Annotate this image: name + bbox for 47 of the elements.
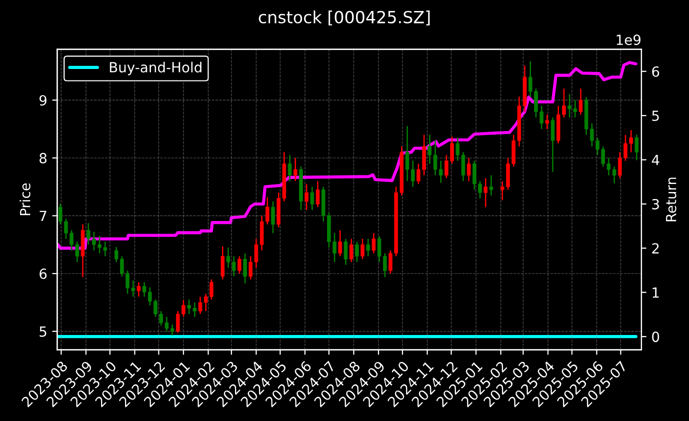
- candlestick: [484, 178, 488, 208]
- candlestick: [238, 256, 242, 274]
- candlestick: [489, 174, 494, 196]
- y2-tick-label: 5: [652, 110, 659, 122]
- y-tick-label: 5: [40, 326, 46, 337]
- legend-label: Buy-and-Hold: [110, 62, 202, 76]
- candlestick: [344, 238, 348, 266]
- y-tick-label: 7: [40, 210, 46, 222]
- y2-tick-label: 2: [652, 243, 659, 254]
- y-axis-title: Price: [20, 183, 30, 216]
- y-tick-label: 6: [40, 268, 47, 280]
- candlestick: [170, 324, 174, 336]
- candlestick: [293, 157, 298, 182]
- candlestick: [288, 154, 292, 182]
- candlestick: [232, 256, 236, 278]
- candlestick: [220, 246, 225, 280]
- candlestick: [612, 166, 616, 184]
- candlestick: [136, 282, 141, 298]
- y-tick-label: 9: [40, 95, 46, 106]
- candlestick: [372, 232, 376, 254]
- candlestick: [243, 252, 247, 284]
- candlestick: [310, 186, 314, 211]
- candlestick: [550, 116, 555, 172]
- candlestick: [349, 238, 354, 263]
- candlestick: [304, 183, 308, 211]
- candlestick: [545, 114, 550, 130]
- candlestick: [271, 200, 275, 234]
- chart-title: cnstock [000425.SZ]: [258, 10, 430, 26]
- line-series: [57, 60, 638, 250]
- candlestick: [578, 88, 583, 116]
- candlestick: [355, 241, 359, 263]
- y2-tick-label: 1: [652, 288, 659, 298]
- candlestick: [466, 157, 471, 182]
- y2-tick-label: 0: [652, 332, 660, 342]
- candlestick: [338, 230, 342, 257]
- candlestick: [316, 180, 320, 208]
- y-tick-label: 8: [40, 152, 47, 164]
- candlestick: [366, 238, 370, 257]
- candlestick: [226, 246, 230, 268]
- y2-tick-label: 6: [652, 66, 660, 77]
- candlestick: [360, 238, 364, 260]
- y2-axis-title: Return: [666, 178, 676, 222]
- y2-tick-label: 3: [652, 198, 659, 210]
- candlestick: [438, 160, 443, 184]
- text: 1e9: [616, 34, 640, 46]
- y2-tick-label: 4: [652, 154, 660, 166]
- candlestick: [634, 134, 639, 161]
